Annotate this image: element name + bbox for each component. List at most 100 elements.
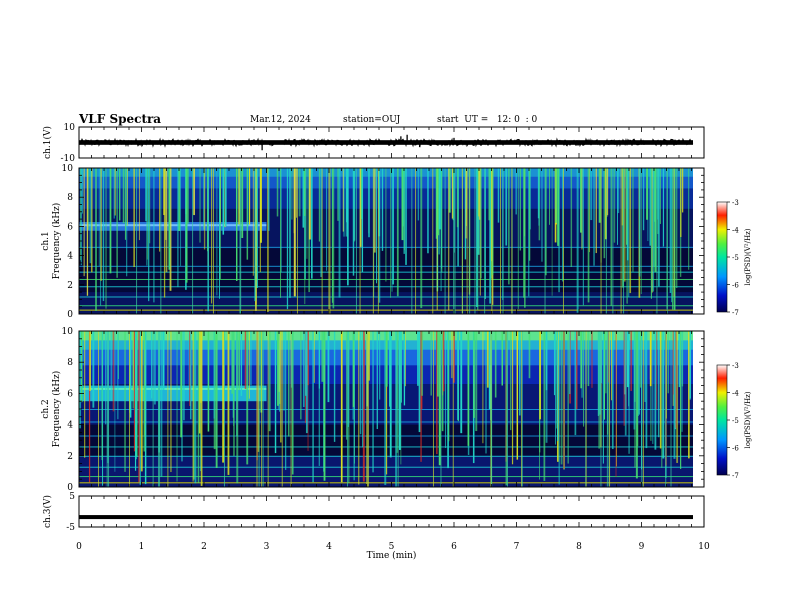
interference-line xyxy=(79,305,693,307)
sferic-spike xyxy=(274,331,277,454)
x-tick-label: 5 xyxy=(389,542,395,552)
y-tick-label: 4 xyxy=(67,421,73,431)
sferic-spike xyxy=(80,168,82,261)
x-tick-label: 9 xyxy=(639,542,645,552)
sferic-spike xyxy=(81,331,83,403)
sferic-spike xyxy=(353,331,355,481)
sferic-spike xyxy=(291,168,293,220)
sferic-spike xyxy=(580,331,583,389)
sferic-spike xyxy=(178,168,181,232)
sferic-spike xyxy=(168,168,171,270)
strong-spike xyxy=(261,331,263,487)
sferic-spike xyxy=(95,168,97,311)
sferic-spike xyxy=(180,331,183,438)
y-tick-label: 10 xyxy=(64,123,76,133)
sferic-spike xyxy=(392,168,395,285)
sferic-spike xyxy=(361,168,364,272)
sferic-spike xyxy=(346,168,348,223)
sferic-spike xyxy=(112,331,115,412)
sferic-spike xyxy=(256,168,258,288)
sferic-spike xyxy=(321,331,324,382)
sferic-spike xyxy=(291,331,294,475)
sferic-spike xyxy=(441,331,444,432)
sferic-spike xyxy=(203,168,205,230)
sferic-spike xyxy=(489,331,492,396)
sferic-spike xyxy=(91,168,93,273)
sferic-spike xyxy=(389,331,392,458)
strong-spike xyxy=(432,331,434,487)
y-axis-label: Frequency (kHz) xyxy=(51,371,62,448)
sferic-spike xyxy=(482,331,484,444)
sferic-spike xyxy=(342,168,344,232)
y-axis-label: ch.2 xyxy=(41,399,51,418)
sferic-spike xyxy=(646,168,648,220)
sferic-spike xyxy=(680,168,682,237)
sferic-spike xyxy=(489,168,491,304)
sferic-spike xyxy=(102,331,104,486)
strong-spike xyxy=(329,168,331,314)
sferic-spike xyxy=(638,168,641,277)
sferic-spike xyxy=(359,331,362,435)
strong-spike xyxy=(366,331,368,487)
sferic-spike xyxy=(250,331,252,386)
sferic-spike xyxy=(626,331,629,388)
sferic-spike xyxy=(654,331,657,450)
sferic-spike xyxy=(105,168,107,309)
sferic-spike xyxy=(308,168,311,240)
sferic-spike xyxy=(86,168,89,296)
sferic-spike xyxy=(603,168,606,259)
sferic-spike xyxy=(560,331,563,465)
sferic-spike xyxy=(160,331,163,477)
sferic-spike xyxy=(151,331,153,399)
sferic-spike xyxy=(617,168,620,214)
sferic-spike xyxy=(553,331,555,396)
strong-spike xyxy=(355,168,357,314)
sferic-spike xyxy=(200,331,203,486)
sferic-spike xyxy=(675,331,677,429)
sferic-spike xyxy=(87,168,90,230)
sferic-spike xyxy=(611,331,612,401)
sferic-spike xyxy=(623,168,626,282)
sferic-spike xyxy=(624,331,627,436)
sferic-spike xyxy=(615,331,617,467)
sferic-spike xyxy=(598,168,601,223)
sferic-spike xyxy=(457,331,459,420)
sferic-spike xyxy=(617,168,618,245)
sferic-spike xyxy=(557,168,560,246)
strong-spike xyxy=(656,168,658,314)
sferic-spike xyxy=(235,168,238,281)
colorbar xyxy=(716,364,728,476)
sferic-spike xyxy=(165,168,167,240)
sferic-spike xyxy=(613,168,616,243)
sferic-spike xyxy=(163,168,166,298)
strong-spike xyxy=(328,168,330,314)
sferic-spike xyxy=(117,331,119,380)
sferic-spike xyxy=(368,168,370,238)
sferic-spike xyxy=(389,331,391,407)
sferic-spike xyxy=(523,168,525,298)
sferic-spike xyxy=(185,168,188,283)
colorbar-tick-label: -5 xyxy=(732,254,739,262)
sferic-spike xyxy=(81,168,83,214)
sferic-spike xyxy=(651,168,653,293)
sferic-spike xyxy=(190,331,192,420)
ch1-waveform-band xyxy=(79,140,693,145)
sferic-spike xyxy=(300,331,302,420)
sferic-spike xyxy=(283,331,285,411)
sferic-spike xyxy=(109,168,112,274)
sferic-spike xyxy=(538,168,540,226)
strong-spike xyxy=(469,168,471,314)
sferic-spike xyxy=(579,168,582,233)
sferic-spike xyxy=(318,331,320,466)
sferic-spike xyxy=(556,331,558,429)
sferic-spike xyxy=(625,168,628,245)
sferic-spike xyxy=(222,168,225,235)
sferic-spike xyxy=(326,168,328,271)
sferic-spike xyxy=(311,168,313,279)
sferic-spike xyxy=(149,168,151,244)
sferic-spike xyxy=(318,168,320,242)
sferic-spike xyxy=(673,168,675,297)
sferic-spike xyxy=(348,331,350,484)
sferic-spike xyxy=(659,168,661,224)
sferic-spike xyxy=(460,331,463,434)
